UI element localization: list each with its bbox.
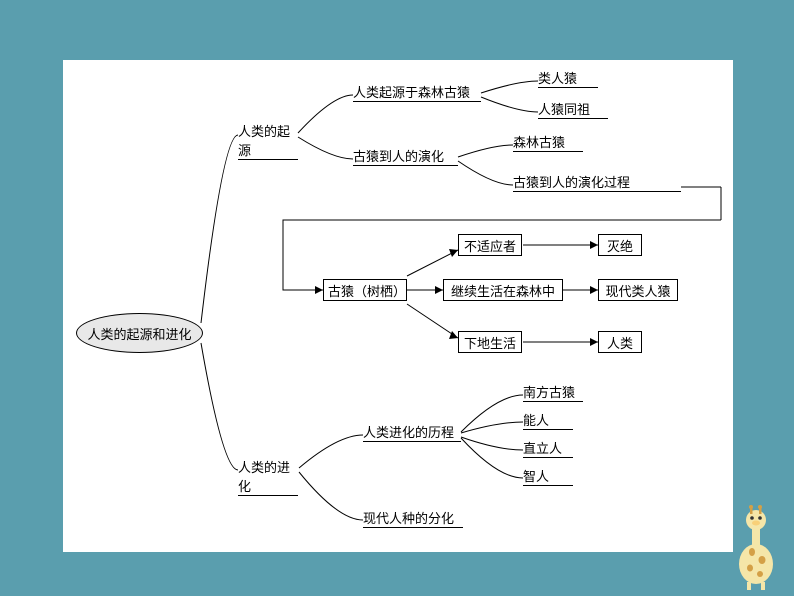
leaf-common-ancestor-label: 人猿同祖 xyxy=(538,102,590,117)
leaf-homo-erectus-label: 直立人 xyxy=(523,441,562,456)
process-mid-2: 下地生活 xyxy=(458,331,522,353)
process-center-label: 古猿（树栖） xyxy=(328,281,402,300)
sub-origin-a: 人类起源于森林古猿 xyxy=(353,82,481,102)
connector-lines xyxy=(63,60,733,552)
sub-origin-a-label: 人类起源于森林古猿 xyxy=(353,85,470,100)
process-center-box: 古猿（树栖） xyxy=(323,279,407,301)
leaf-homo-habilis-label: 能人 xyxy=(523,413,549,428)
leaf-homo-sapiens: 智人 xyxy=(523,466,573,486)
leaf-forest-ape: 森林古猿 xyxy=(513,132,583,152)
sub-evolution-a: 人类进化的历程 xyxy=(363,422,461,442)
process-mid-1: 继续生活在森林中 xyxy=(443,279,563,301)
slide-canvas: 人类的起源和进化 人类的起源 人类起源于森林古猿 类人猿 人猿同祖 古猿到人的演… xyxy=(63,60,733,552)
leaf-homo-habilis: 能人 xyxy=(523,410,573,430)
leaf-australopithecus: 南方古猿 xyxy=(523,382,583,402)
leaf-homo-sapiens-label: 智人 xyxy=(523,469,549,484)
branch-evolution-label: 人类的进化 xyxy=(238,460,290,494)
root-node: 人类的起源和进化 xyxy=(76,313,203,353)
process-end-0: 灭绝 xyxy=(598,234,642,256)
giraffe-decoration xyxy=(722,502,790,592)
leaf-ape: 类人猿 xyxy=(538,68,598,88)
leaf-common-ancestor: 人猿同祖 xyxy=(538,99,608,119)
leaf-forest-ape-label: 森林古猿 xyxy=(513,135,565,150)
branch-origin: 人类的起源 xyxy=(238,121,298,160)
root-label: 人类的起源和进化 xyxy=(87,324,191,343)
sub-evolution-b: 现代人种的分化 xyxy=(363,508,463,528)
sub-origin-b-label: 古猿到人的演化 xyxy=(353,149,444,164)
process-end-2: 人类 xyxy=(598,331,642,353)
leaf-evolution-process-label: 古猿到人的演化过程 xyxy=(513,175,630,190)
process-mid-0: 不适应者 xyxy=(458,234,522,256)
leaf-evolution-process: 古猿到人的演化过程 xyxy=(513,172,681,192)
process-end-2-label: 人类 xyxy=(607,333,633,352)
process-mid-2-label: 下地生活 xyxy=(464,333,516,352)
leaf-australopithecus-label: 南方古猿 xyxy=(523,385,575,400)
branch-origin-label: 人类的起源 xyxy=(238,124,290,158)
process-end-1: 现代类人猿 xyxy=(598,279,678,301)
process-mid-1-label: 继续生活在森林中 xyxy=(451,281,555,300)
leaf-ape-label: 类人猿 xyxy=(538,71,577,86)
process-mid-0-label: 不适应者 xyxy=(464,236,516,255)
sub-evolution-b-label: 现代人种的分化 xyxy=(363,511,454,526)
sub-evolution-a-label: 人类进化的历程 xyxy=(363,425,454,440)
branch-evolution: 人类的进化 xyxy=(238,457,298,496)
process-end-0-label: 灭绝 xyxy=(607,236,633,255)
sub-origin-b: 古猿到人的演化 xyxy=(353,146,458,166)
process-end-1-label: 现代类人猿 xyxy=(605,281,670,300)
leaf-homo-erectus: 直立人 xyxy=(523,438,573,458)
